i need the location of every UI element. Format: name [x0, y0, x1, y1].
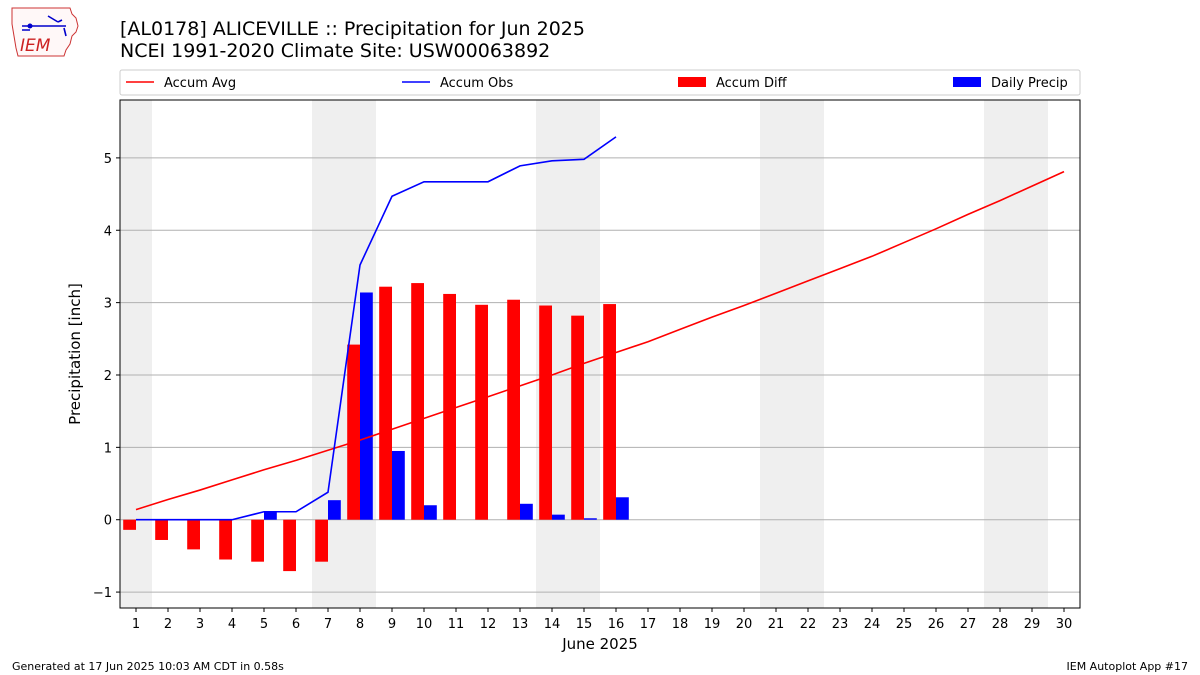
plot-frame — [119, 99, 1081, 609]
accum-diff-bar — [379, 286, 392, 520]
x-tick-label: 15 — [576, 617, 593, 632]
weather-glyph — [22, 15, 67, 37]
daily-precip-bar — [520, 503, 533, 520]
accum-diff-bar — [475, 304, 488, 520]
legend-accum-diff-swatch — [678, 77, 706, 87]
y-tick-label: 3 — [104, 297, 112, 312]
iem-logo: IEM — [11, 7, 79, 57]
x-tick-label: 21 — [768, 617, 785, 632]
legend-box — [119, 69, 1081, 96]
x-tick-label: 14 — [544, 617, 561, 632]
x-tick-label: 9 — [388, 617, 396, 632]
lines — [135, 136, 1065, 521]
y-tick-label: 0 — [104, 514, 112, 529]
chart-title: [AL0178] ALICEVILLE :: Precipitation for… — [120, 18, 585, 40]
accum-diff-bar — [283, 519, 296, 572]
accum-diff-bar — [123, 519, 136, 530]
x-tick-label: 29 — [1024, 617, 1041, 632]
x-tick-label: 25 — [896, 617, 913, 632]
accum-diff-bar — [411, 283, 424, 520]
x-tick-label: 17 — [640, 617, 657, 632]
x-tick-label: 20 — [736, 617, 753, 632]
daily-precip-bar — [584, 518, 597, 520]
x-axis-ticks: 1 2 3 4 5 6 7 8 9 10 11 12 13 14 15 16 17 18 19 20 21 22 23 24 2… — [132, 608, 1072, 632]
x-tick-label: 27 — [960, 617, 977, 632]
bars — [123, 283, 629, 572]
x-tick-label: 23 — [832, 617, 849, 632]
accum-diff-bar — [571, 315, 584, 520]
accum-diff-bar — [539, 305, 552, 520]
legend: Accum Avg Accum Obs Accum Diff Daily Precip — [119, 69, 1081, 96]
y-tick-label: 5 — [104, 152, 112, 167]
legend-accum-obs-label: Accum Obs — [440, 76, 513, 91]
accum-avg-line — [135, 170, 1065, 511]
x-tick-label: 1 — [132, 617, 140, 632]
legend-accum-avg-label: Accum Avg — [164, 76, 236, 91]
accum-obs-line — [136, 136, 617, 521]
y-tick-label: 4 — [104, 224, 112, 239]
x-tick-label: 7 — [324, 617, 332, 632]
x-tick-label: 30 — [1056, 617, 1073, 632]
y-tick-label: −1 — [93, 586, 112, 601]
daily-precip-bar — [424, 505, 437, 520]
x-axis-label: June 2025 — [561, 635, 638, 653]
accum-diff-bar — [507, 299, 520, 520]
daily-precip-bar — [328, 500, 341, 520]
x-tick-label: 6 — [292, 617, 300, 632]
generated-timestamp: Generated at 17 Jun 2025 10:03 AM CDT in… — [12, 660, 284, 673]
y-tick-label: 2 — [104, 369, 112, 384]
logo-text: IEM — [20, 36, 51, 56]
y-gridlines — [120, 157, 1080, 593]
x-tick-label: 12 — [480, 617, 497, 632]
x-tick-label: 13 — [512, 617, 529, 632]
y-axis-ticks: −1 0 1 2 3 4 5 — [93, 152, 120, 601]
x-tick-label: 24 — [864, 617, 881, 632]
x-tick-label: 22 — [800, 617, 817, 632]
y-tick-label: 1 — [104, 441, 112, 456]
accum-diff-bar — [443, 293, 456, 520]
accum-diff-bar — [347, 344, 360, 520]
daily-precip-bar — [392, 450, 405, 520]
app-credit: IEM Autoplot App #17 — [1066, 660, 1189, 673]
accum-diff-bar — [219, 519, 232, 560]
x-tick-label: 19 — [704, 617, 721, 632]
x-tick-label: 28 — [992, 617, 1009, 632]
accum-diff-bar — [603, 304, 616, 520]
x-tick-label: 2 — [164, 617, 172, 632]
weekend-band — [984, 100, 1048, 608]
x-tick-label: 16 — [608, 617, 625, 632]
x-tick-label: 11 — [448, 617, 465, 632]
weekend-band — [120, 100, 152, 608]
chart-subtitle: NCEI 1991-2020 Climate Site: USW00063892 — [120, 40, 551, 62]
x-tick-label: 8 — [356, 617, 364, 632]
x-tick-label: 18 — [672, 617, 689, 632]
accum-diff-bar — [251, 519, 264, 562]
legend-daily-precip-label: Daily Precip — [991, 76, 1068, 91]
x-tick-label: 10 — [416, 617, 433, 632]
daily-precip-bar — [360, 292, 373, 520]
x-tick-label: 26 — [928, 617, 945, 632]
x-tick-label: 3 — [196, 617, 204, 632]
legend-daily-precip-swatch — [953, 77, 981, 87]
accum-diff-bar — [315, 519, 328, 562]
y-axis-label: Precipitation [inch] — [66, 283, 84, 425]
legend-accum-diff-label: Accum Diff — [716, 76, 788, 91]
weekend-band — [760, 100, 824, 608]
x-tick-label: 4 — [228, 617, 236, 632]
accum-diff-bar — [187, 519, 200, 550]
station-dot — [27, 23, 33, 29]
daily-precip-bar — [616, 497, 629, 520]
daily-precip-bar — [552, 514, 565, 520]
daily-precip-bar — [264, 511, 277, 520]
x-tick-label: 5 — [260, 617, 268, 632]
accum-diff-bar — [155, 519, 168, 540]
